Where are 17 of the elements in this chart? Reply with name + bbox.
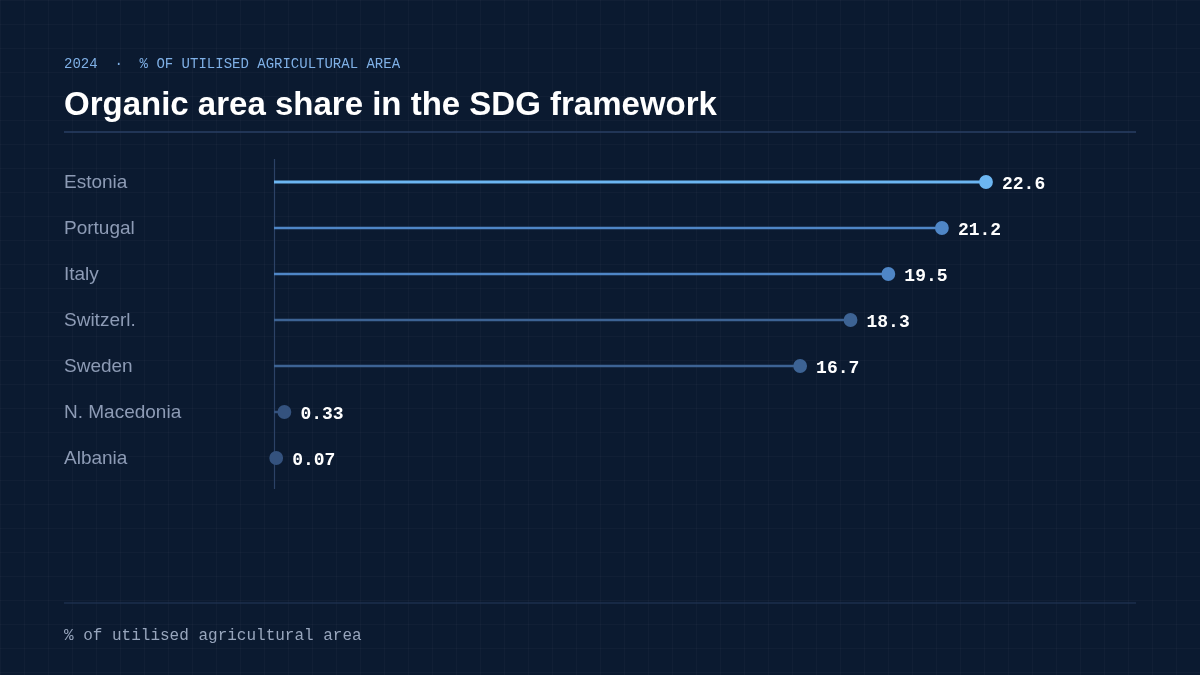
- chart-subtitle: 2024 · % OF UTILISED AGRICULTURAL AREA: [64, 56, 401, 72]
- y-tick-label: Portugal: [64, 217, 135, 239]
- data-label: 16.7: [816, 357, 860, 378]
- data-label: 18.3: [866, 311, 910, 332]
- data-label: 22.6: [1002, 173, 1046, 194]
- text: % of utilised agricultural area: [64, 627, 363, 645]
- data-label: 0.33: [300, 403, 344, 424]
- y-tick-label: Albania: [64, 447, 128, 469]
- y-tick-label: N. Macedonia: [64, 401, 182, 423]
- y-tick-label: Switzerl.: [64, 309, 136, 331]
- y-tick-label: Estonia: [64, 171, 128, 193]
- data-label: 19.5: [904, 265, 948, 286]
- chart-title: Organic area share in the SDG framework: [64, 85, 718, 122]
- data-label: 21.2: [957, 219, 1002, 240]
- y-tick-label: Sweden: [64, 355, 133, 377]
- y-tick-label: Italy: [64, 263, 100, 285]
- data-label: 0.07: [292, 449, 336, 470]
